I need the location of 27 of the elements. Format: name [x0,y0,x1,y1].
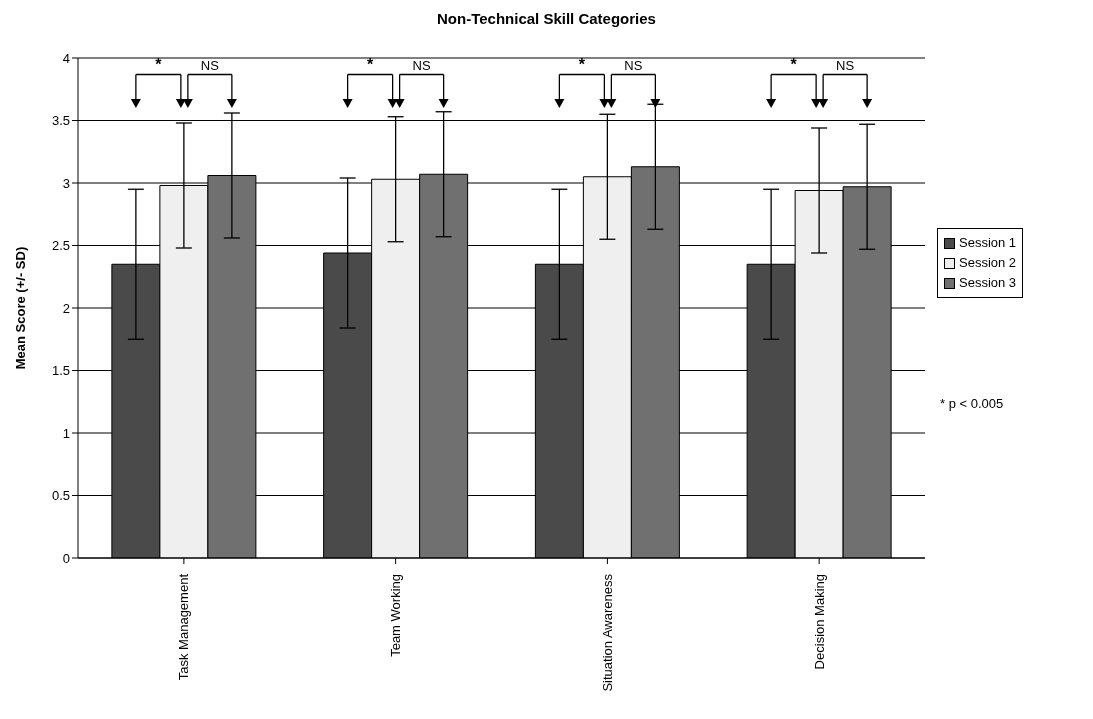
annotation: * [155,55,163,73]
legend-label: Session 3 [959,274,1017,292]
annotation: * [790,55,798,73]
y-tick-label: 1 [62,425,70,441]
y-tick-label: 2 [62,300,70,316]
y-tick-label: 2.5 [51,238,70,254]
x-tick-label: Decision Making [811,574,827,670]
annotation: * [578,55,586,73]
y-tick-label: 1.5 [51,363,70,379]
annotation: NS [836,57,855,73]
y-tick-label: 3.5 [51,113,70,129]
text: * p < 0.005 [940,396,1004,411]
annotation: NS [412,57,431,73]
annotation: NS [624,57,643,73]
annotation: * [367,55,375,73]
y-tick-label: 3 [62,175,70,191]
y-tick-label: 0 [62,550,70,566]
y-tick-label: 0.5 [51,488,70,504]
x-tick-label: Task Management [176,573,192,681]
x-tick-label: Situation Awareness [599,573,615,692]
y-tick-label: 4 [62,50,70,66]
y-axis-title: Mean Score (+/- SD) [12,246,28,370]
legend-label: Session 2 [959,254,1017,272]
annotation: NS [200,57,220,73]
x-tick-label: Team Working [388,574,404,657]
chart-title: Non-Technical Skill Categories [436,10,657,27]
legend-label: Session 1 [959,234,1017,252]
